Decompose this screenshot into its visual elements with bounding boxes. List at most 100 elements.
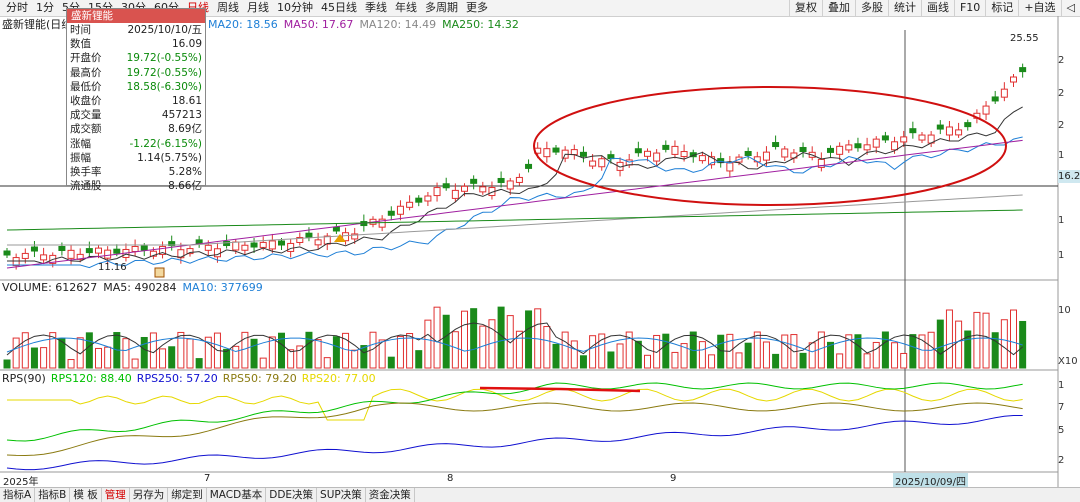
date-axis: 2025年 7 8 9 2025/10/09/四 bbox=[0, 473, 1058, 488]
period-tab-1[interactable]: 1分 bbox=[36, 1, 54, 14]
info-value: 16.09 bbox=[171, 38, 202, 51]
info-key: 涨幅 bbox=[70, 137, 91, 150]
rps_legend-item-1: RPS120: 88.40 bbox=[50, 372, 132, 385]
period-tab-12[interactable]: 年线 bbox=[395, 1, 417, 14]
volume-bar bbox=[122, 338, 130, 369]
volume-bar bbox=[872, 341, 880, 369]
rps250-line bbox=[6, 414, 1023, 471]
axis-tick-label: 1 bbox=[1058, 380, 1065, 391]
volume-bar bbox=[360, 345, 368, 369]
tool-button-1[interactable]: 叠加 bbox=[821, 0, 855, 16]
volume-bar bbox=[351, 349, 359, 369]
info-key: 成交量 bbox=[70, 109, 102, 122]
indicator-tab-8[interactable]: SUP决策 bbox=[317, 488, 366, 502]
candle-body bbox=[662, 144, 670, 150]
candle-body bbox=[506, 180, 514, 190]
volume-bar bbox=[1010, 309, 1017, 369]
volume-bar bbox=[708, 354, 716, 369]
indicator-tab-1[interactable]: 指标B bbox=[35, 488, 71, 502]
candle-body bbox=[149, 250, 157, 257]
tool-button-0[interactable]: 复权 bbox=[788, 0, 822, 16]
candle-body bbox=[159, 245, 167, 255]
candle-body bbox=[854, 143, 862, 149]
candle-body bbox=[726, 162, 734, 172]
candle-body bbox=[186, 248, 194, 255]
volume-bar bbox=[936, 319, 944, 369]
volume-bar bbox=[964, 330, 972, 369]
info-key: 流通股 bbox=[70, 180, 102, 193]
candle-body bbox=[671, 145, 679, 155]
tool-button-5[interactable]: F10 bbox=[953, 0, 985, 16]
volume-bar bbox=[177, 331, 185, 369]
period-tab-14[interactable]: 更多 bbox=[466, 1, 488, 14]
indicator-tab-6[interactable]: MACD基本 bbox=[207, 488, 267, 502]
indicator-tab-5[interactable]: 绑定到 bbox=[168, 488, 207, 502]
info-key: 换手率 bbox=[70, 165, 102, 178]
candle-body bbox=[442, 183, 450, 189]
volume-bar bbox=[570, 340, 578, 369]
volume-bar bbox=[168, 346, 176, 369]
info-key: 最高价 bbox=[70, 66, 102, 79]
tool-button-3[interactable]: 统计 bbox=[887, 0, 921, 16]
indicator-tab-2[interactable]: 模 板 bbox=[70, 488, 102, 502]
volume-bar bbox=[836, 353, 844, 369]
candle-body bbox=[451, 189, 459, 199]
period-tab-11[interactable]: 季线 bbox=[365, 1, 387, 14]
volume-bar bbox=[204, 336, 212, 369]
candle-body bbox=[3, 250, 11, 256]
volume-bar bbox=[900, 352, 908, 369]
tool-button-6[interactable]: 标记 bbox=[985, 0, 1018, 16]
indicator-tab-3[interactable]: 管理 bbox=[102, 488, 130, 502]
period-tab-9[interactable]: 10分钟 bbox=[277, 1, 313, 14]
candle-body bbox=[76, 253, 84, 260]
candle-body bbox=[204, 244, 212, 251]
info-key: 振幅 bbox=[70, 151, 91, 164]
rps20-line bbox=[7, 388, 1023, 421]
volume-bar bbox=[287, 349, 295, 369]
tool-button-4[interactable]: 画线 bbox=[920, 0, 954, 16]
period-tab-7[interactable]: 周线 bbox=[217, 1, 239, 14]
candle-body bbox=[30, 246, 38, 252]
info-value: 19.72(-0.55%) bbox=[126, 66, 202, 79]
ma_legend-item-0: MA20: 18.56 bbox=[208, 18, 278, 31]
period-tab-8[interactable]: 月线 bbox=[247, 1, 269, 14]
volume-bar bbox=[955, 320, 963, 369]
volume-bar bbox=[744, 342, 752, 369]
indicator-tab-7[interactable]: DDE决策 bbox=[266, 488, 318, 502]
volume-bar bbox=[753, 331, 761, 369]
volume-bar bbox=[140, 336, 148, 369]
volume-bar bbox=[442, 314, 450, 369]
period-tab-0[interactable]: 分时 bbox=[6, 1, 28, 14]
candle-body bbox=[241, 244, 249, 251]
candle-body bbox=[342, 232, 350, 242]
candle-body bbox=[140, 245, 148, 251]
candle-body bbox=[58, 246, 66, 252]
period-tab-10[interactable]: 45日线 bbox=[321, 1, 357, 14]
tool-button-2[interactable]: 多股 bbox=[854, 0, 888, 16]
candle-body bbox=[67, 249, 75, 259]
info-row: 成交量 457213 bbox=[67, 108, 205, 122]
axis-tick-label: 1 bbox=[1058, 150, 1065, 161]
period-tab-13[interactable]: 多周期 bbox=[425, 1, 458, 14]
volume-bar bbox=[131, 358, 139, 369]
indicator-tab-4[interactable]: 另存为 bbox=[130, 488, 169, 502]
tool-button-8[interactable]: ◁ bbox=[1060, 0, 1080, 16]
candle-body bbox=[644, 150, 651, 157]
tool-button-7[interactable]: +自选 bbox=[1018, 0, 1060, 16]
volume-bar bbox=[808, 342, 816, 369]
volume-bar bbox=[85, 332, 93, 369]
info-value: 5.28% bbox=[168, 165, 202, 178]
info-row: 时间 2025/10/10/五 bbox=[67, 23, 205, 37]
indicator-tab-0[interactable]: 指标A bbox=[0, 488, 36, 502]
info-row: 最低价 18.58(-6.30%) bbox=[67, 80, 205, 94]
volume-bar bbox=[461, 310, 468, 369]
indicator-tab-9[interactable]: 资金决策 bbox=[366, 488, 415, 502]
volume-bar bbox=[342, 332, 350, 369]
event-marker bbox=[334, 234, 346, 242]
volume-bar bbox=[21, 332, 29, 369]
ma_legend-item-3: MA250: 14.32 bbox=[442, 18, 519, 31]
candle-body bbox=[598, 158, 606, 168]
volume-bar bbox=[579, 355, 587, 369]
candle-body bbox=[278, 240, 285, 246]
